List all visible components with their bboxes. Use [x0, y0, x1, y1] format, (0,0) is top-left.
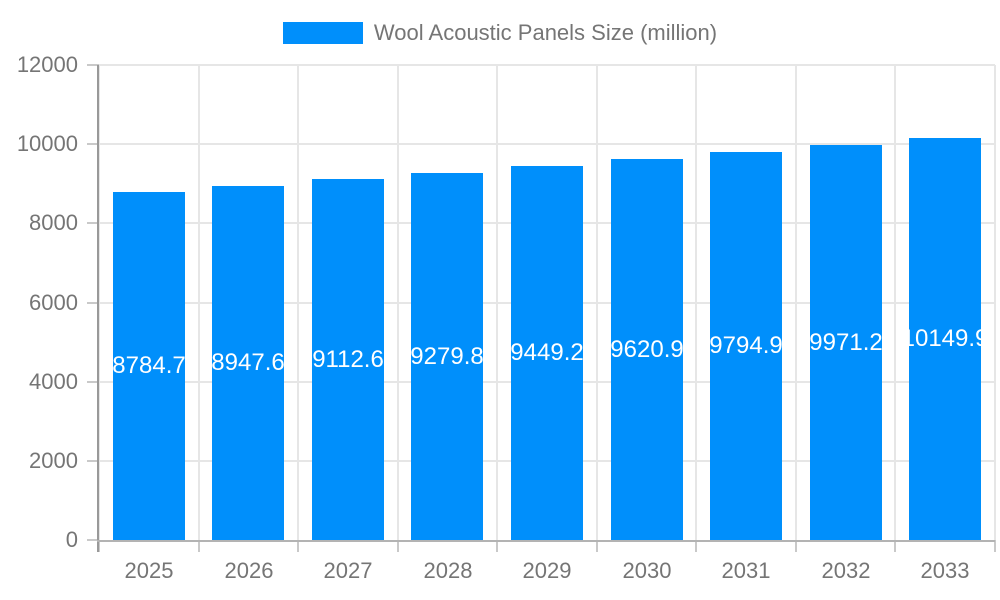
- y-axis-label: 2000: [29, 448, 78, 473]
- bar[interactable]: 9112.6: [312, 179, 384, 540]
- x-axis-label: 2025: [124, 558, 174, 583]
- legend-swatch-icon: [282, 22, 363, 44]
- x-tick-mark: [198, 540, 200, 552]
- x-gridline: [894, 65, 896, 540]
- x-axis-label: 2026: [224, 558, 274, 583]
- y-tick-mark: [87, 143, 99, 145]
- legend-item[interactable]: Wool Acoustic Panels Size (million): [0, 20, 1000, 46]
- y-tick-mark: [87, 222, 99, 224]
- x-gridline: [596, 65, 598, 540]
- x-tick-mark: [795, 540, 797, 552]
- y-tick-mark: [87, 64, 99, 66]
- y-gridline: [99, 64, 995, 66]
- y-tick-mark: [87, 539, 99, 541]
- y-tick-mark: [87, 460, 99, 462]
- bar-value-label: 10149.9: [909, 325, 981, 352]
- y-axis-label: 4000: [29, 369, 78, 394]
- x-gridline: [496, 65, 498, 540]
- y-gridline: [99, 143, 995, 145]
- x-axis-label: 2029: [522, 558, 572, 583]
- x-tick-mark: [596, 540, 598, 552]
- bar-value-label: 8947.6: [212, 349, 284, 376]
- bar[interactable]: 9620.9: [611, 159, 683, 540]
- x-axis-label: 2028: [423, 558, 473, 583]
- x-tick-mark: [894, 540, 896, 552]
- x-gridline: [198, 65, 200, 540]
- x-gridline: [98, 65, 100, 540]
- x-tick-mark: [397, 540, 399, 552]
- y-axis-label: 12000: [16, 52, 78, 77]
- y-axis-line: [97, 65, 99, 552]
- y-tick-mark: [87, 302, 99, 304]
- x-tick-mark: [695, 540, 697, 552]
- x-gridline: [397, 65, 399, 540]
- bar[interactable]: 8784.7: [113, 192, 185, 540]
- y-axis-label: 0: [65, 527, 78, 552]
- bar[interactable]: 9971.2: [810, 145, 882, 540]
- x-axis-label: 2033: [920, 558, 970, 583]
- x-axis-label: 2027: [323, 558, 373, 583]
- bar-value-label: 8784.7: [113, 352, 185, 379]
- legend-label: Wool Acoustic Panels Size (million): [373, 20, 718, 45]
- y-tick-mark: [87, 381, 99, 383]
- bar[interactable]: 9794.9: [710, 152, 782, 540]
- bar-value-label: 9279.8: [411, 342, 483, 370]
- x-tick-mark: [496, 540, 498, 552]
- x-tick-mark: [98, 540, 100, 552]
- x-axis-label: 2031: [721, 558, 771, 583]
- x-axis-label: 2030: [622, 558, 672, 583]
- y-axis-label: 8000: [29, 210, 78, 235]
- bar[interactable]: 8947.6: [212, 186, 284, 540]
- y-axis-label: 10000: [16, 131, 78, 156]
- bar-value-label: 9112.6: [312, 345, 384, 373]
- x-gridline: [795, 65, 797, 540]
- x-gridline: [297, 65, 299, 540]
- bar-value-label: 9449.2: [511, 339, 583, 366]
- bar[interactable]: 10149.9: [909, 138, 981, 540]
- bar-value-label: 9620.9: [611, 335, 683, 363]
- x-tick-mark: [297, 540, 299, 552]
- bar-value-label: 9971.2: [810, 328, 882, 356]
- x-axis-line: [97, 540, 995, 542]
- x-gridline: [994, 65, 996, 540]
- y-axis-label: 6000: [29, 290, 78, 315]
- bar[interactable]: 9279.8: [411, 173, 483, 540]
- bar-value-label: 9794.9: [710, 332, 782, 359]
- x-axis-label: 2032: [821, 558, 871, 583]
- x-gridline: [695, 65, 697, 540]
- x-tick-mark: [994, 540, 996, 552]
- bar[interactable]: 9449.2: [511, 166, 583, 540]
